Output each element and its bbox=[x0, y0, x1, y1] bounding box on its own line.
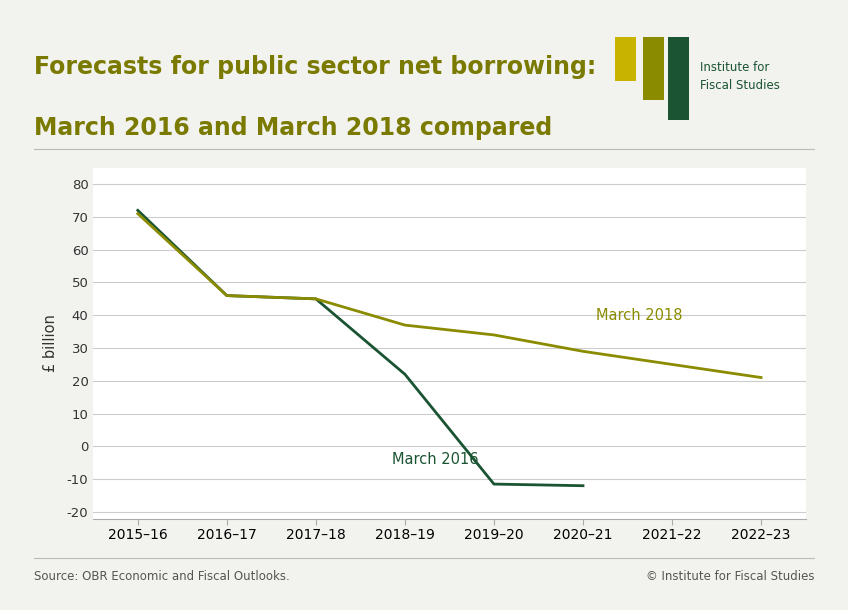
Text: Source: OBR Economic and Fiscal Outlooks.: Source: OBR Economic and Fiscal Outlooks… bbox=[34, 570, 290, 583]
Text: March 2016 and March 2018 compared: March 2016 and March 2018 compared bbox=[34, 116, 552, 140]
Bar bbox=[668, 37, 689, 120]
Text: Institute for
Fiscal Studies: Institute for Fiscal Studies bbox=[700, 61, 779, 92]
Text: Forecasts for public sector net borrowing:: Forecasts for public sector net borrowin… bbox=[34, 55, 596, 79]
Text: March 2016: March 2016 bbox=[392, 452, 478, 467]
Y-axis label: £ billion: £ billion bbox=[43, 314, 59, 372]
Bar bbox=[615, 37, 636, 81]
Bar bbox=[643, 37, 664, 100]
Text: © Institute for Fiscal Studies: © Institute for Fiscal Studies bbox=[645, 570, 814, 583]
Text: March 2018: March 2018 bbox=[596, 308, 683, 323]
